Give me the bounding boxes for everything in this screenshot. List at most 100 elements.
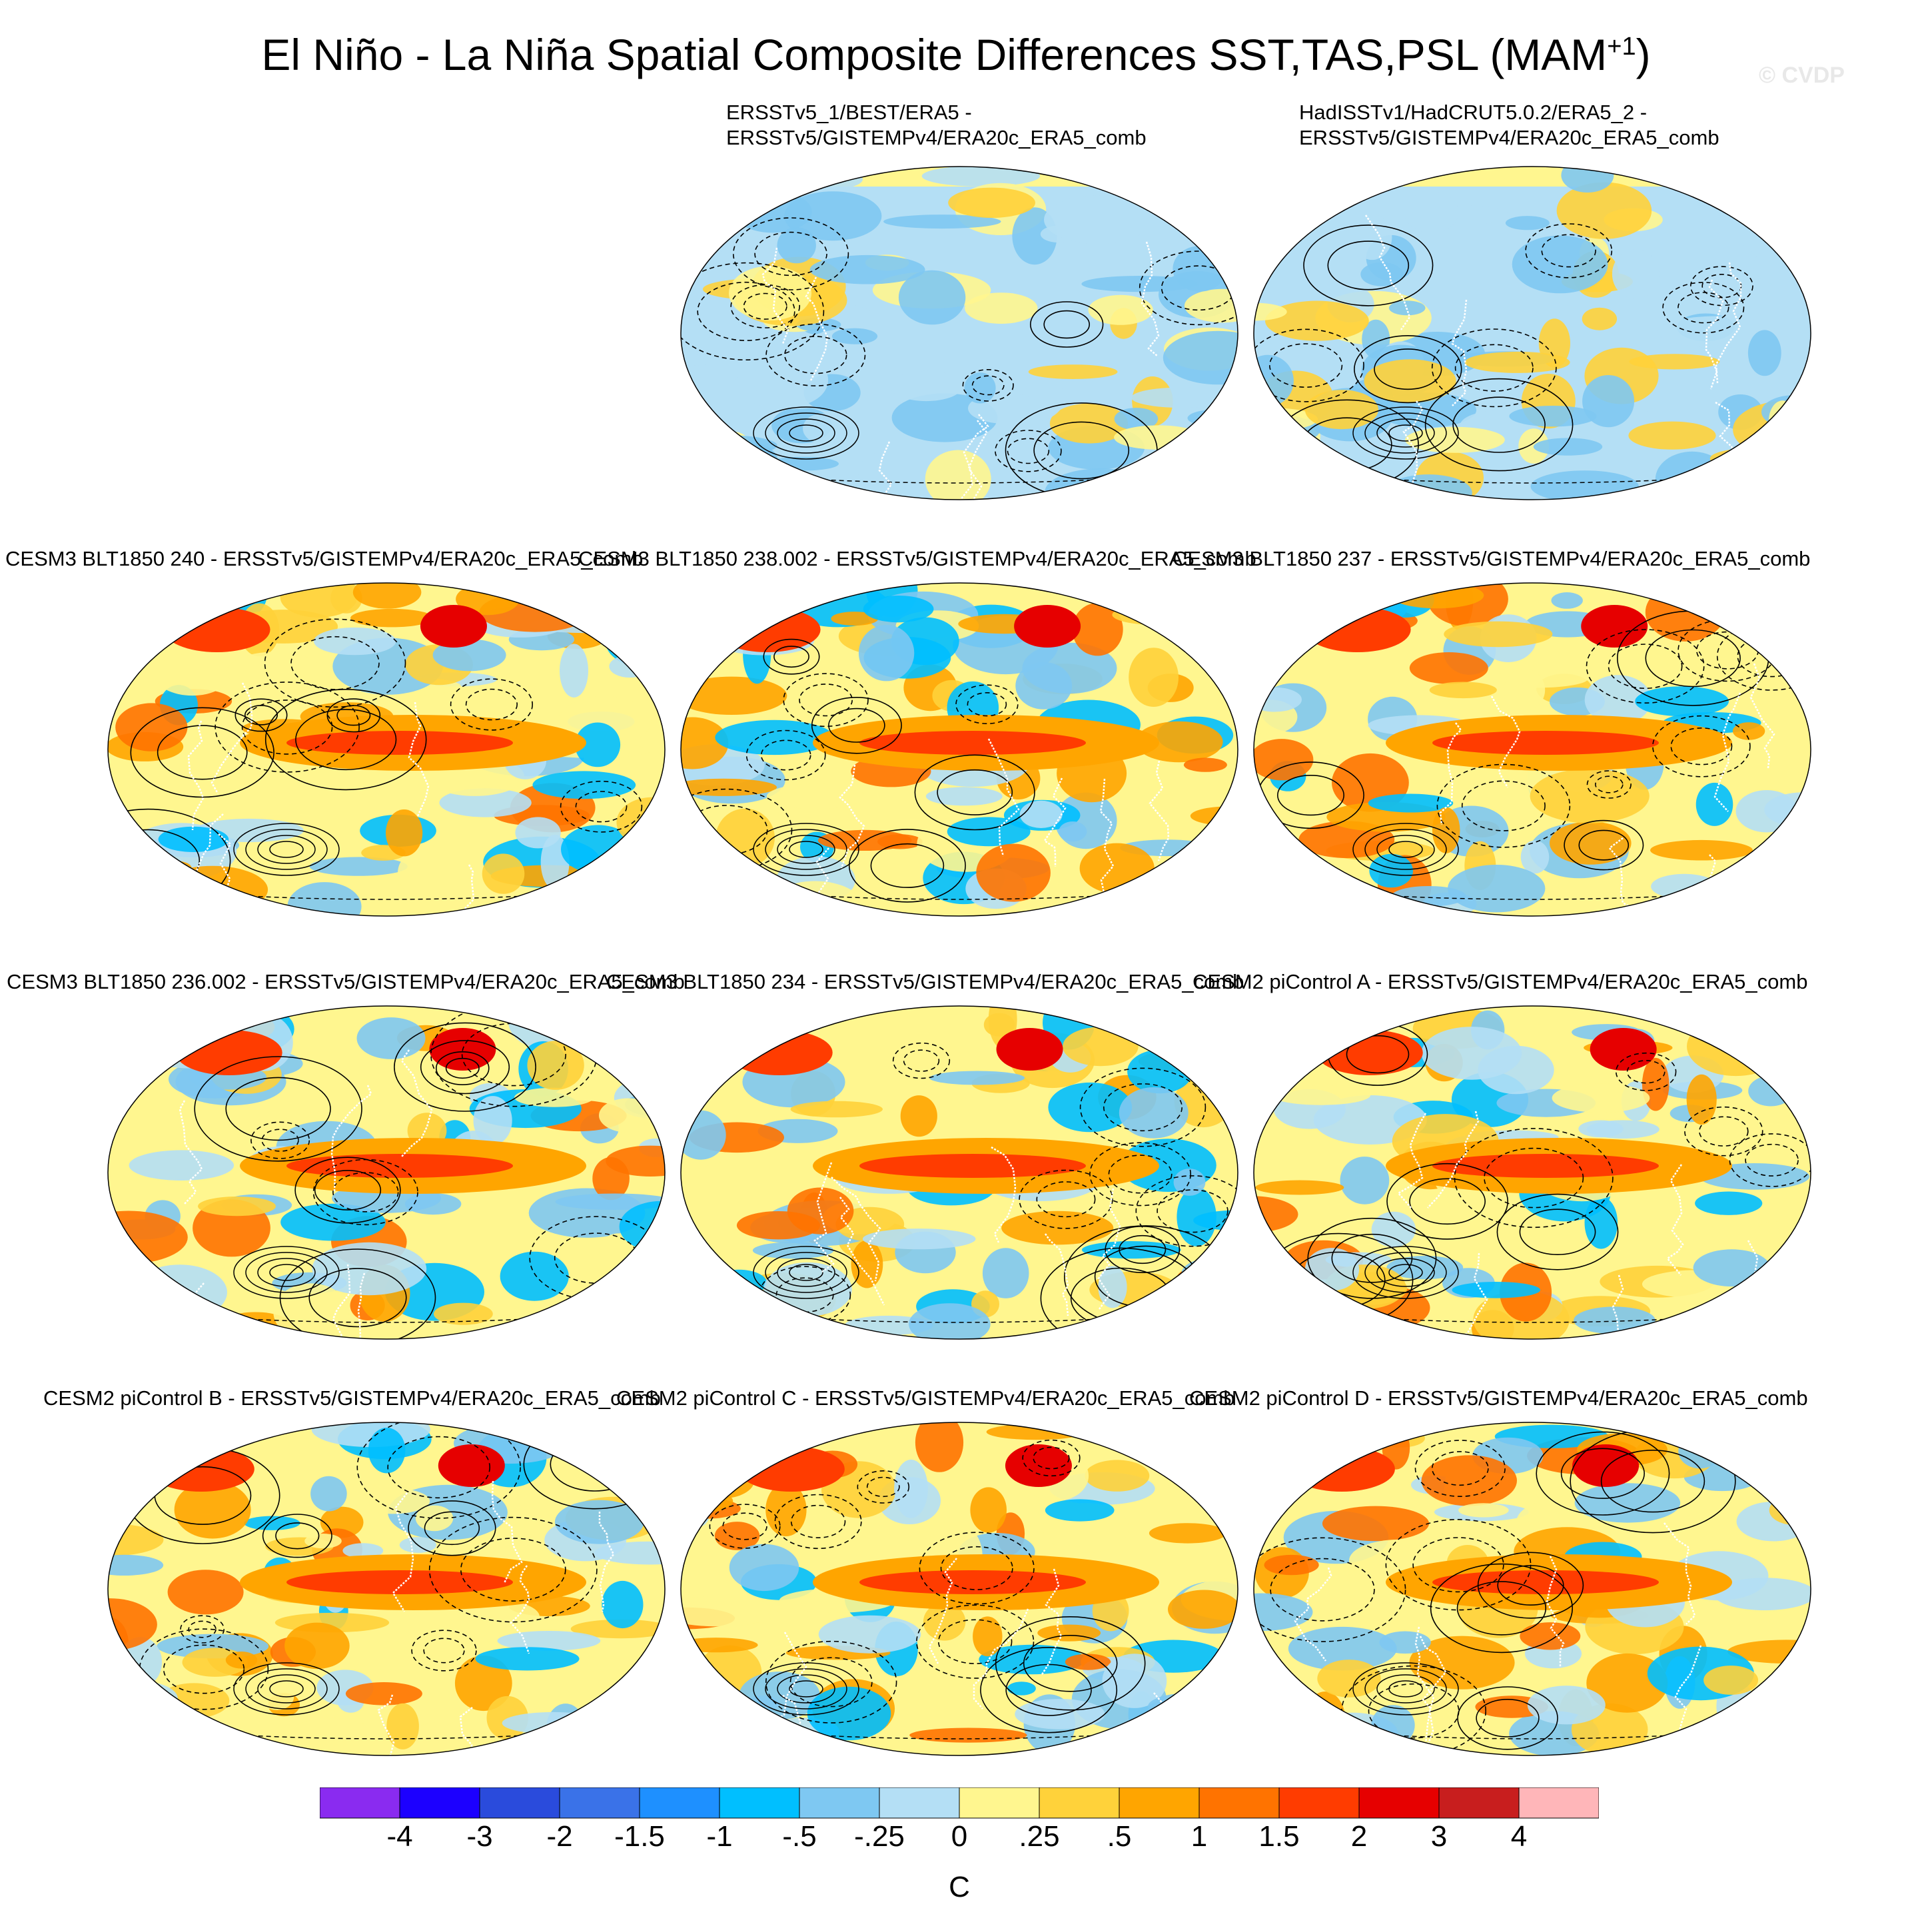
enso-core	[286, 1154, 513, 1178]
arctic-warm-spot	[1316, 1030, 1423, 1075]
anomaly-patch	[609, 655, 651, 678]
psl-contour	[1386, 1163, 1508, 1240]
anomaly-patch	[129, 1150, 235, 1181]
anomaly-patch	[1771, 464, 1811, 480]
psl-contour	[294, 1157, 401, 1224]
anomaly-patch	[909, 1727, 1027, 1743]
panel-label: CESM3 BLT1850 236.002 - ERSSTv5/GISTEMPv…	[7, 969, 685, 995]
psl-contour	[914, 754, 1035, 831]
anomaly-patch	[973, 1616, 1003, 1657]
anomaly-patch	[1512, 235, 1608, 294]
anomaly-patch	[1582, 307, 1618, 330]
coastline	[1364, 215, 1411, 330]
anomaly-patch	[1509, 406, 1597, 427]
anomaly-patch	[1065, 1654, 1111, 1670]
psl-contour	[275, 1522, 320, 1550]
anomaly-patch	[689, 1462, 755, 1499]
anomaly-patch	[925, 450, 991, 500]
anomaly-patch	[287, 882, 362, 916]
psl-contour	[1254, 328, 1364, 402]
anomaly-patch	[681, 1596, 778, 1627]
coastline	[408, 702, 430, 817]
anomaly-patch	[227, 652, 323, 692]
anomaly-patch	[1044, 195, 1151, 244]
anomaly-patch	[1444, 621, 1553, 648]
panel-label-line: CESM2 piControl C - ERSSTv5/GISTEMPv4/ER…	[616, 1386, 1235, 1410]
psl-contour	[722, 1512, 767, 1540]
colorbar-tick-label: 1.5	[1258, 1820, 1300, 1853]
map-panel-m3: CESM3 BLT1850 237 - ERSSTv5/GISTEMPv4/ER…	[1173, 546, 1825, 946]
psl-contour	[245, 1668, 328, 1709]
anomaly-patch	[1748, 1075, 1793, 1107]
anomaly-patch	[898, 270, 966, 325]
anomaly-patch	[763, 1262, 852, 1316]
anomaly-patch	[900, 1095, 937, 1137]
psl-contour	[1388, 424, 1423, 442]
anomaly-patch	[108, 1008, 163, 1038]
psl-contour	[1307, 1217, 1437, 1299]
psl-contour	[235, 698, 288, 732]
psl-contour	[866, 1476, 900, 1498]
coastline	[330, 1085, 372, 1192]
panel-label: CESM3 BLT1850 240 - ERSSTv5/GISTEMPv4/ER…	[5, 546, 643, 572]
anomaly-patch	[1708, 1308, 1811, 1323]
map-panel-m7: CESM2 piControl B - ERSSTv5/GISTEMPv4/ER…	[43, 1386, 680, 1785]
colorbar-swatch	[1119, 1787, 1200, 1819]
psl-contour	[180, 1615, 225, 1644]
psl-contour	[420, 1040, 510, 1095]
enso-core	[859, 1570, 1086, 1594]
map-border	[1253, 1422, 1811, 1756]
figure-title-close: )	[1636, 30, 1651, 79]
arctic-warm-spot	[1304, 607, 1411, 652]
coastline	[1454, 1252, 1488, 1339]
anomaly-patch	[1458, 1503, 1509, 1518]
psl-contour	[435, 1051, 490, 1086]
anomaly-patch	[763, 583, 803, 600]
anomaly-patch	[710, 1269, 767, 1296]
psl-contour	[1043, 310, 1091, 339]
psl-contour	[790, 1504, 846, 1538]
anomaly-patch	[681, 717, 729, 769]
robinson-map	[1253, 1005, 1811, 1340]
colorbar-tick-label: -.5	[782, 1820, 817, 1853]
anomaly-patch	[1690, 1422, 1739, 1457]
anomaly-patch	[350, 608, 434, 628]
anomaly-patch	[1102, 1654, 1167, 1708]
anomaly-patch	[809, 254, 925, 284]
anomaly-patch	[970, 1487, 1007, 1533]
anomaly-patch	[1352, 214, 1392, 260]
anomaly-patch	[342, 1543, 384, 1558]
anomaly-patch	[681, 177, 741, 219]
anomaly-patch	[1321, 1732, 1372, 1755]
robinson-map	[680, 166, 1238, 500]
anomaly-patch	[1747, 1292, 1811, 1314]
panel-label-line: ERSSTv5/GISTEMPv4/ERA20c_ERA5_comb	[1299, 126, 1719, 149]
anomaly-patch	[976, 843, 1051, 902]
coastline	[1141, 241, 1160, 357]
anomaly-patch	[155, 860, 192, 875]
robinson-map	[1253, 582, 1811, 917]
anomaly-patch	[1254, 599, 1354, 614]
colorbar-tick-label: -1.5	[614, 1820, 665, 1853]
psl-contour	[725, 607, 757, 627]
psl-contour	[1023, 1634, 1118, 1692]
colorbar-tick-label: -.25	[854, 1820, 905, 1853]
coastline	[1695, 854, 1720, 916]
psl-contour	[937, 769, 1013, 815]
psl-contour	[697, 281, 795, 341]
psl-contour	[1268, 343, 1343, 388]
psl-contour	[163, 1644, 245, 1694]
anomaly-patch	[244, 1516, 300, 1530]
anomaly-patch	[682, 1298, 717, 1339]
map-border	[680, 1422, 1238, 1756]
anomaly-patch	[851, 1240, 883, 1288]
psl-contour	[870, 843, 945, 888]
anomaly-patch	[568, 1707, 665, 1739]
panel-label: ERSSTv5_1/BEST/ERA5 - ERSSTv5/GISTEMPv4/E…	[726, 100, 1147, 151]
anomaly-patch	[1254, 739, 1314, 781]
psl-contour	[784, 336, 847, 374]
anomaly-patch	[1255, 1180, 1344, 1195]
panel-label-line: CESM3 BLT1850 237 - ERSSTv5/GISTEMPv4/ER…	[1173, 547, 1811, 570]
psl-contour	[783, 673, 869, 727]
anomaly-patch	[1448, 865, 1546, 913]
